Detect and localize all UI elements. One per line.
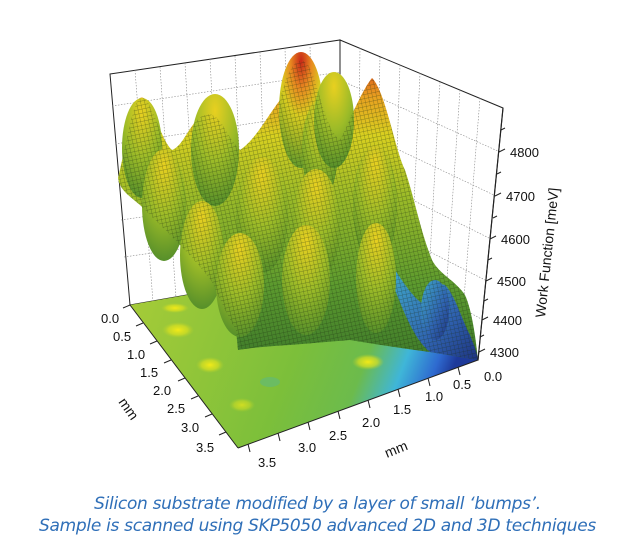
svg-text:0.0: 0.0 [101, 311, 119, 326]
svg-text:2.0: 2.0 [153, 383, 171, 398]
svg-text:0.5: 0.5 [113, 329, 131, 344]
surface-plot: 4800 4700 4600 4500 4400 4300 Work Funct… [101, 39, 562, 470]
svg-text:4500: 4500 [497, 274, 526, 289]
svg-text:4600: 4600 [501, 232, 530, 247]
svg-text:1.5: 1.5 [393, 402, 411, 417]
svg-text:4400: 4400 [493, 313, 522, 328]
right-axis-title: mm [382, 437, 410, 461]
z-axis-ticks [478, 127, 506, 353]
left-floor-axis [129, 304, 239, 449]
z-axis-title: Work Function [meV] [532, 187, 562, 318]
svg-text:3.0: 3.0 [298, 440, 316, 455]
right-axis-tick-labels: 3.5 3.0 2.5 2.0 1.5 1.0 0.5 0.0 [258, 369, 502, 470]
svg-text:2.5: 2.5 [329, 428, 347, 443]
svg-text:3.5: 3.5 [196, 440, 214, 455]
right-axis-ticks [247, 366, 461, 453]
left-axis-ticks [122, 304, 227, 436]
svg-text:1.5: 1.5 [140, 365, 158, 380]
svg-text:2.5: 2.5 [167, 401, 185, 416]
left-axis-title: mm [116, 395, 142, 423]
svg-text:4300: 4300 [490, 345, 519, 360]
svg-text:4800: 4800 [510, 145, 539, 160]
svg-text:1.0: 1.0 [425, 389, 443, 404]
svg-text:4700: 4700 [506, 189, 535, 204]
svg-text:3.5: 3.5 [258, 455, 276, 470]
caption-line-1: Silicon substrate modified by a layer of… [94, 494, 541, 514]
svg-text:1.0: 1.0 [127, 347, 145, 362]
svg-text:2.0: 2.0 [362, 415, 380, 430]
svg-text:3.0: 3.0 [181, 420, 199, 435]
left-axis-tick-labels: 0.0 0.5 1.0 1.5 2.0 2.5 3.0 3.5 [101, 311, 214, 455]
z-axis [477, 107, 504, 361]
svg-text:0.5: 0.5 [453, 377, 471, 392]
caption-line-2: Sample is scanned using SKP5050 advanced… [39, 516, 596, 536]
svg-text:0.0: 0.0 [484, 369, 502, 384]
3d-surface [118, 52, 478, 360]
z-axis-tick-labels: 4800 4700 4600 4500 4400 4300 [490, 145, 539, 360]
figure-caption: Silicon substrate modified by a layer of… [0, 493, 635, 537]
